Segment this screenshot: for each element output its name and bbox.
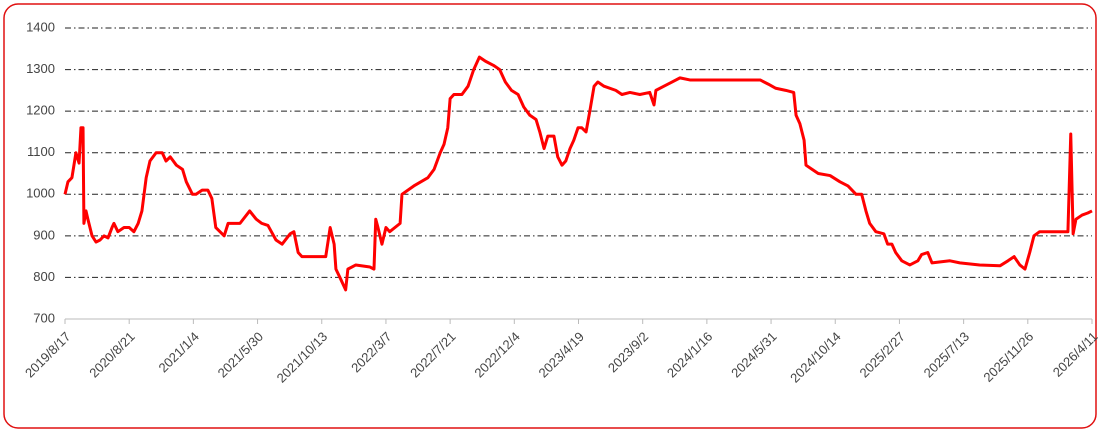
y-tick-label: 1100 — [27, 144, 55, 159]
y-tick-label: 700 — [33, 310, 55, 325]
y-tick-label: 1300 — [26, 61, 55, 76]
frame — [3, 3, 1097, 429]
y-tick-label: 900 — [33, 227, 55, 242]
line — [63, 55, 1093, 292]
y-tick-label: 1000 — [26, 186, 55, 201]
y-tick-label: 1200 — [26, 103, 55, 118]
y-tick-label: 800 — [33, 269, 55, 284]
y-tick-label: 1400 — [26, 19, 55, 34]
